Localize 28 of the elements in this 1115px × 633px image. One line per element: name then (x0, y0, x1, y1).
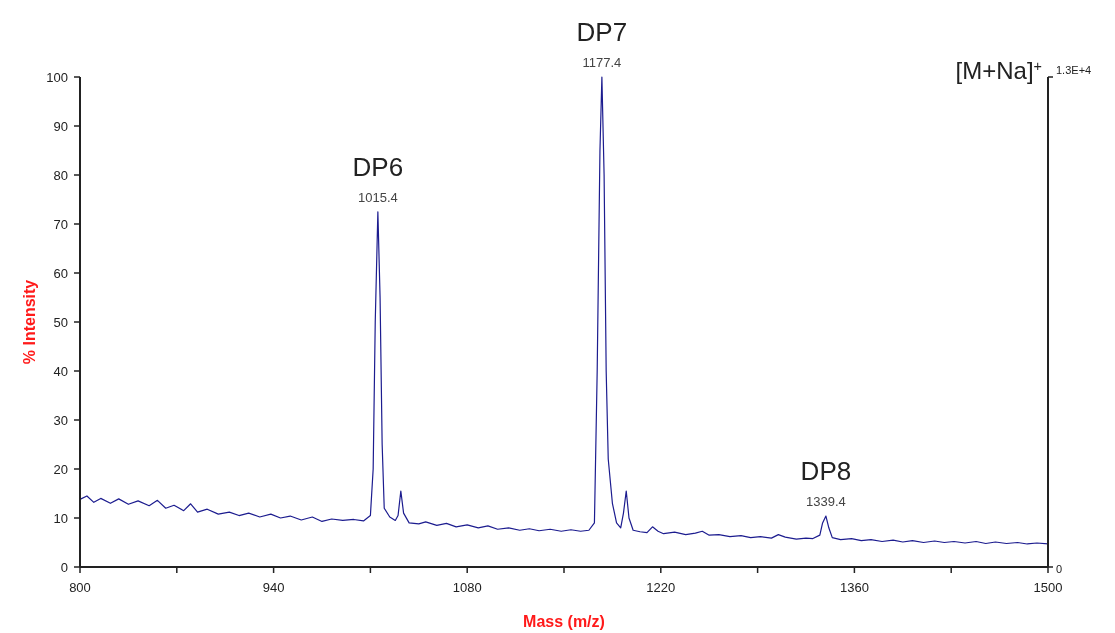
x-tick-label: 800 (69, 580, 91, 595)
y-tick-label: 60 (53, 265, 68, 281)
y-tick-label: 30 (53, 412, 68, 428)
y2-tick-label: 0 (1056, 563, 1063, 575)
annotation: 1015.4 (357, 189, 398, 205)
y-tick-label: 80 (53, 167, 68, 183)
x-tick-label: 1080 (452, 580, 482, 595)
y-tick-label: 0 (60, 559, 68, 575)
x-tick-label: 940 (262, 580, 285, 595)
annotation: DP8 (800, 456, 852, 487)
annotation: [M+Na]$^{+}$ (955, 57, 1042, 84)
y-tick-label: 90 (53, 118, 68, 134)
x-tick-label: 1500 (1033, 580, 1063, 595)
y-axis-title: % Intensity (21, 279, 38, 365)
y-tick-label: 10 (53, 510, 68, 526)
y-tick-label: 100 (46, 69, 68, 85)
y-tick-label: 50 (53, 314, 68, 330)
annotation: DP7 (576, 17, 628, 47)
annotation: 1339.4 (806, 494, 846, 510)
y-tick-label: 70 (53, 216, 68, 232)
y-tick-label: 20 (53, 461, 68, 477)
x-tick-label: 1360 (839, 580, 869, 595)
x-tick-label: 1220 (646, 580, 676, 595)
annotation: 1177.4 (582, 55, 622, 70)
annotation: DP6 (352, 151, 404, 182)
y2-tick-label: 1.3E+4 (1056, 64, 1092, 76)
x-axis-title: Mass (m/z) (523, 613, 605, 630)
y-tick-label: 40 (53, 363, 68, 379)
